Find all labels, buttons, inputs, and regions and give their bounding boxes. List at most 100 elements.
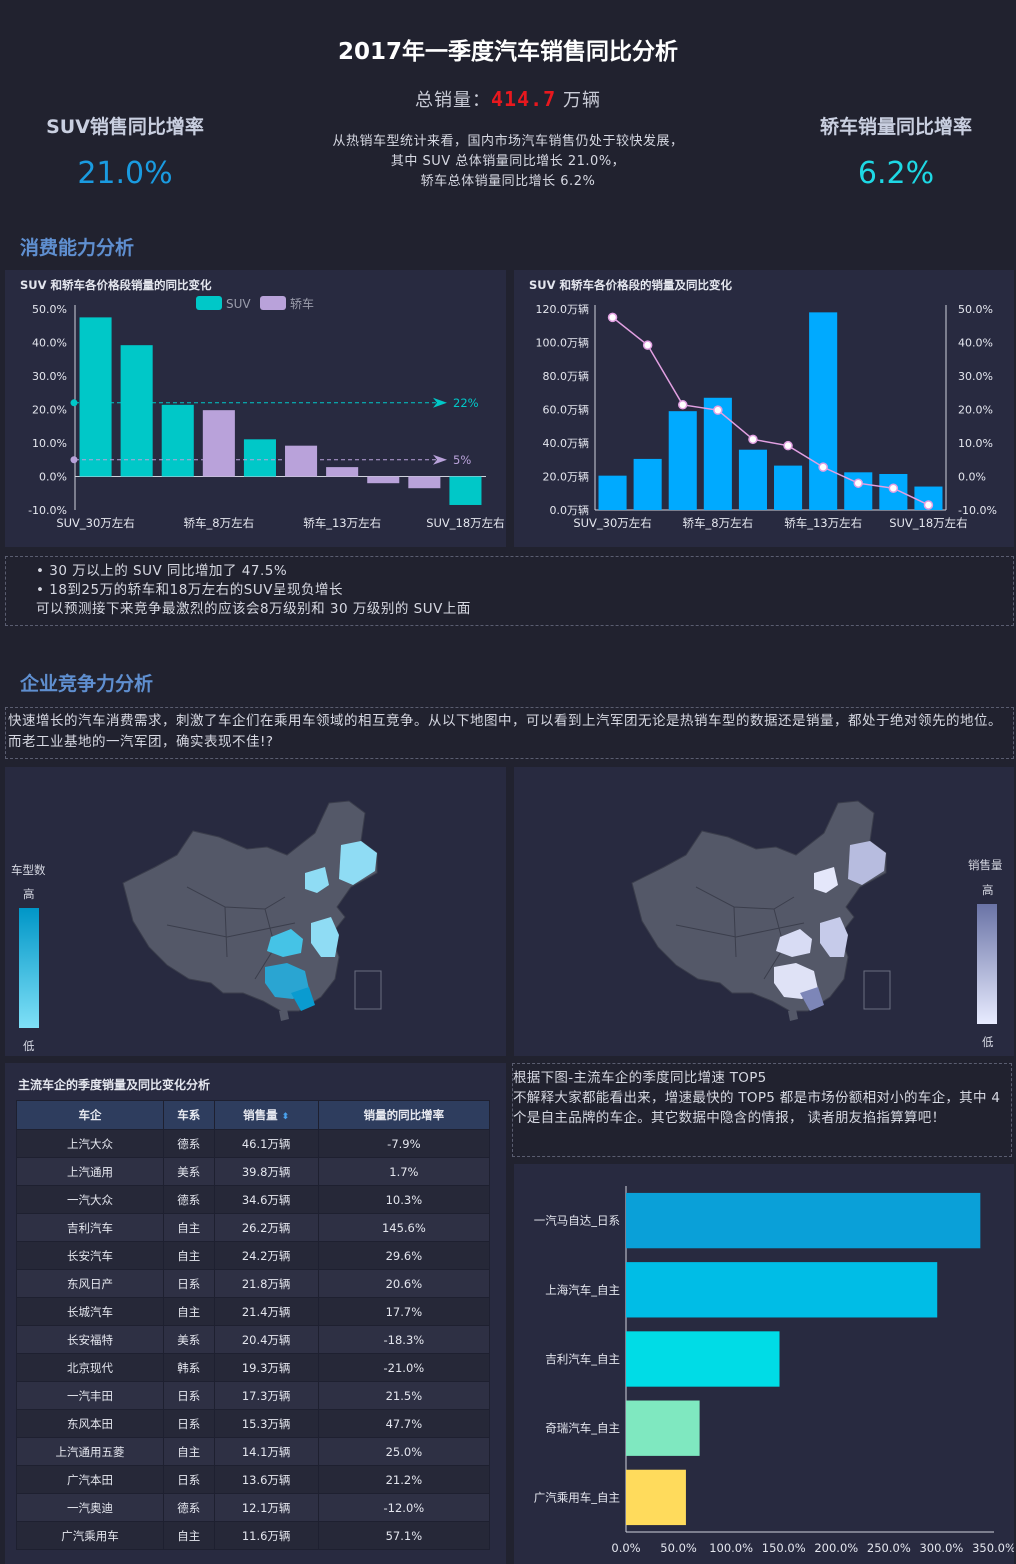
col-header-series[interactable]: 车系 bbox=[163, 1100, 215, 1130]
y-tick-label-right: 0.0% bbox=[958, 471, 986, 484]
y-tick-label: 30.0% bbox=[32, 370, 67, 383]
total-label: 总销量： bbox=[415, 90, 492, 111]
table-row[interactable]: 上汽通用五菱 自主 14.1万辆 25.0% bbox=[15, 1437, 491, 1466]
bar-轿车 bbox=[202, 410, 235, 477]
y-tick-label-right: 50.0% bbox=[958, 303, 993, 316]
mark-line-start bbox=[70, 399, 78, 407]
y-tick-label-right: -10.0% bbox=[958, 504, 997, 517]
x-tick-label: 100.0% bbox=[709, 1541, 753, 1555]
table-row[interactable]: 广汽本田 日系 13.6万辆 21.2% bbox=[15, 1465, 491, 1494]
cell-sales: 34.6万辆 bbox=[213, 1185, 319, 1214]
map-right-legend-high: 高 bbox=[982, 883, 994, 897]
chart1-title: SUV 和轿车各价格段销量的同比变化 bbox=[20, 278, 212, 292]
table-row[interactable]: 长城汽车 自主 21.4万辆 17.7% bbox=[15, 1297, 491, 1326]
y-tick-label-right: 10.0% bbox=[958, 437, 993, 450]
note-line: 可以预测接下来竞争最激烈的应该会8万级别和 30 万级别的 SUV上面 bbox=[36, 601, 471, 617]
table-row[interactable]: 长安福特 美系 20.4万辆 -18.3% bbox=[15, 1325, 491, 1354]
bar-SUV bbox=[449, 476, 482, 505]
cell-sales: 39.8万辆 bbox=[213, 1157, 319, 1186]
growth-point bbox=[642, 340, 653, 350]
mark-line-label: 5% bbox=[453, 453, 471, 467]
cell-series: 韩系 bbox=[163, 1353, 215, 1382]
cell-sales: 24.2万辆 bbox=[213, 1241, 319, 1270]
x-tick-label: 轿车_8万左右 bbox=[184, 516, 255, 530]
cell-company: 一汽奥迪 bbox=[15, 1493, 165, 1522]
cell-growth: 145.6% bbox=[317, 1213, 491, 1242]
mark-line-label: 22% bbox=[453, 396, 479, 410]
cell-company: 一汽大众 bbox=[15, 1185, 165, 1214]
growth-point bbox=[607, 312, 618, 323]
cell-company: 东风日产 bbox=[15, 1269, 165, 1298]
col-header-sales[interactable]: 销售量 ⬍ bbox=[213, 1100, 319, 1130]
cell-company: 上汽大众 bbox=[15, 1129, 165, 1158]
cell-sales: 21.8万辆 bbox=[213, 1269, 319, 1298]
mark-line-start bbox=[70, 456, 78, 464]
cell-series: 美系 bbox=[163, 1325, 215, 1354]
table-row[interactable]: 北京现代 韩系 19.3万辆 -21.0% bbox=[15, 1353, 491, 1382]
total-unit: 万辆 bbox=[556, 90, 601, 111]
col-header-growth[interactable]: 销量的同比增率 bbox=[317, 1100, 491, 1130]
table-row[interactable]: 一汽大众 德系 34.6万辆 10.3% bbox=[15, 1185, 491, 1214]
x-tick-label: 250.0% bbox=[867, 1541, 911, 1555]
cell-series: 日系 bbox=[163, 1409, 215, 1438]
region-guangdong-coast bbox=[291, 987, 315, 1011]
table-row[interactable]: 广汽乘用车 自主 11.6万辆 57.1% bbox=[15, 1521, 491, 1550]
region-hubei bbox=[267, 929, 303, 957]
y-tick-label: 0.0% bbox=[39, 471, 67, 484]
y-tick-label-left: 60.0万辆 bbox=[543, 403, 590, 417]
kpi-sedan-value: 6.2% bbox=[857, 156, 935, 191]
col-header-company[interactable]: 车企 bbox=[15, 1100, 165, 1130]
cell-company: 广汽乘用车 bbox=[15, 1521, 165, 1550]
bar-SUV bbox=[79, 317, 112, 477]
y-tick-label: 20.0% bbox=[32, 404, 67, 417]
kpi-suv-label: SUV销售同比增率 bbox=[46, 116, 204, 138]
bar-sales bbox=[914, 486, 943, 510]
cell-growth: 10.3% bbox=[317, 1185, 491, 1214]
kpi-sedan-label: 轿车销量同比增率 bbox=[819, 116, 972, 138]
note-consumption: • 30 万以上的 SUV 同比增加了 47.5% • 18到25万的轿车和18… bbox=[5, 556, 1014, 626]
y-tick-label-left: 120.0万辆 bbox=[536, 302, 590, 316]
map-left-legend-bar bbox=[19, 908, 39, 1028]
cell-company: 长安汽车 bbox=[15, 1241, 165, 1270]
table-row[interactable]: 吉利汽车 自主 26.2万辆 145.6% bbox=[15, 1213, 491, 1242]
table-row[interactable]: 上汽通用 美系 39.8万辆 1.7% bbox=[15, 1157, 491, 1186]
cell-series: 美系 bbox=[163, 1157, 215, 1186]
x-tick-label: 0.0% bbox=[611, 1541, 640, 1555]
bar-sales bbox=[598, 475, 627, 510]
y-category-label: 广汽乘用车_自主 bbox=[534, 1490, 620, 1504]
region-guangdong bbox=[774, 963, 818, 999]
region-northeast bbox=[339, 841, 377, 885]
cell-growth: -21.0% bbox=[317, 1353, 491, 1382]
cell-company: 吉利汽车 bbox=[15, 1213, 165, 1242]
table-row[interactable]: 东风本田 日系 15.3万辆 47.7% bbox=[15, 1409, 491, 1438]
table-row[interactable]: 东风日产 日系 21.8万辆 20.6% bbox=[15, 1269, 491, 1298]
growth-point bbox=[853, 478, 863, 488]
summary-line: 从热销车型统计来看，国内市场汽车销售仍处于较快发展， bbox=[332, 134, 684, 149]
bar-SUV bbox=[120, 345, 153, 477]
table-row[interactable]: 长安汽车 自主 24.2万辆 29.6% bbox=[15, 1241, 491, 1270]
table-row[interactable]: 一汽丰田 日系 17.3万辆 21.5% bbox=[15, 1381, 491, 1410]
growth-point bbox=[818, 462, 828, 472]
table-row[interactable]: 一汽奥迪 德系 12.1万辆 -12.0% bbox=[15, 1493, 491, 1522]
growth-point bbox=[678, 400, 688, 410]
bar-sales bbox=[774, 465, 803, 510]
y-category-label: 上海汽车_自主 bbox=[545, 1283, 620, 1297]
cell-growth: 1.7% bbox=[317, 1157, 491, 1186]
table-row[interactable]: 上汽大众 德系 46.1万辆 -7.9% bbox=[15, 1129, 491, 1158]
region-jiangsu bbox=[820, 917, 848, 957]
region-northeast bbox=[848, 841, 886, 885]
cell-company: 一汽丰田 bbox=[15, 1381, 165, 1410]
sort-icon[interactable]: ⬍ bbox=[281, 1112, 290, 1122]
sales-table: 车企 车系 销售量 ⬍ 销量的同比增率 上汽大众 德系 46.1万辆 -7.9% 上汽通… bbox=[15, 1100, 491, 1550]
map-left-legend-low: 低 bbox=[23, 1039, 35, 1053]
map-right-legend-low: 低 bbox=[982, 1035, 994, 1049]
y-category-label: 一汽马自达_日系 bbox=[534, 1214, 620, 1228]
cell-sales: 21.4万辆 bbox=[213, 1297, 319, 1326]
map-left-panel: 车型数 高 低 bbox=[5, 767, 506, 1056]
y-category-label: 吉利汽车_自主 bbox=[545, 1352, 620, 1366]
map-right-legend-bar bbox=[977, 904, 997, 1024]
bar-growth bbox=[626, 1469, 686, 1526]
y-tick-label-left: 80.0万辆 bbox=[543, 369, 590, 383]
cell-series: 自主 bbox=[163, 1437, 215, 1466]
mark-line-arrow bbox=[433, 454, 447, 465]
